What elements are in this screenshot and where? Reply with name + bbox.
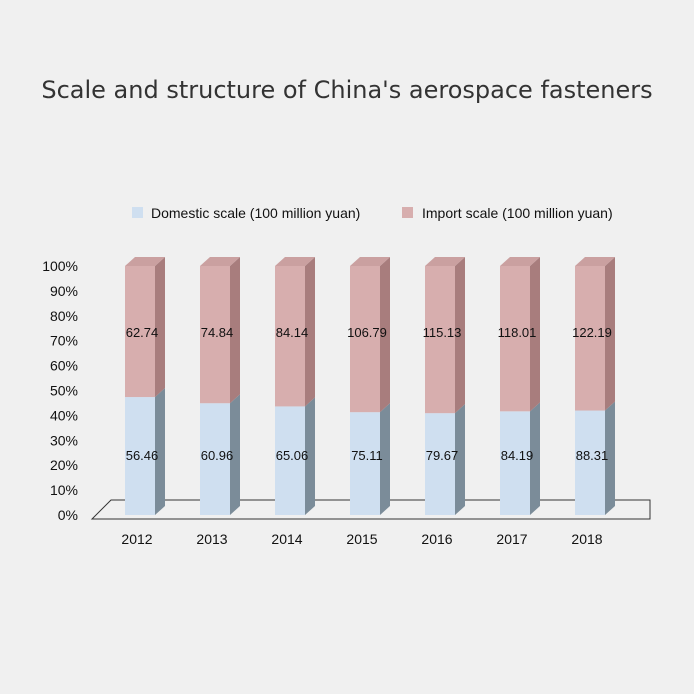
bar-domestic — [125, 397, 155, 515]
bar-domestic — [575, 410, 605, 515]
bar-import — [425, 266, 455, 414]
bar-domestic-side — [230, 394, 240, 515]
data-label-domestic: 65.06 — [276, 448, 309, 463]
data-label-domestic: 79.67 — [426, 448, 459, 463]
bar-import-top — [200, 257, 240, 266]
y-tick-label: 60% — [50, 358, 78, 374]
bar-domestic-side — [155, 388, 165, 515]
bar-import — [575, 266, 605, 411]
y-tick-label: 30% — [50, 432, 78, 448]
bar-domestic — [200, 403, 230, 515]
x-tick-label: 2017 — [496, 531, 527, 547]
bar-domestic-side — [455, 404, 465, 515]
bar-import-side — [230, 257, 240, 404]
data-label-domestic: 56.46 — [126, 448, 159, 463]
bar-domestic — [500, 411, 530, 515]
data-label-import: 118.01 — [498, 325, 537, 340]
bar-domestic-side — [530, 402, 540, 515]
bar-import-top — [350, 257, 390, 266]
x-tick-label: 2016 — [421, 531, 452, 547]
bar-domestic-side — [380, 403, 390, 515]
y-tick-label: 0% — [58, 507, 78, 523]
y-tick-label: 50% — [50, 383, 78, 399]
y-tick-label: 40% — [50, 407, 78, 423]
bar-domestic — [425, 413, 455, 515]
data-label-import: 62.74 — [126, 325, 159, 340]
bar-import-side — [605, 257, 615, 411]
x-tick-label: 2012 — [121, 531, 152, 547]
legend-swatch — [132, 207, 143, 218]
bar-import-side — [380, 257, 390, 413]
data-label-import: 122.19 — [572, 325, 612, 340]
x-tick-label: 2018 — [571, 531, 602, 547]
bar-domestic-side — [605, 401, 615, 515]
bar-domestic-side — [305, 397, 315, 515]
chart-title: Scale and structure of China's aerospace… — [41, 76, 653, 104]
y-tick-label: 100% — [42, 258, 78, 274]
bar-import-side — [455, 257, 465, 414]
bar-import — [500, 266, 530, 412]
bar-domestic — [275, 406, 305, 515]
data-label-import: 84.14 — [276, 325, 309, 340]
data-label-domestic: 75.11 — [351, 448, 383, 463]
legend-swatch — [402, 207, 413, 218]
bar-import-top — [125, 257, 165, 266]
bar-import-top — [275, 257, 315, 266]
data-label-import: 74.84 — [201, 325, 234, 340]
y-tick-label: 80% — [50, 308, 78, 324]
data-label-import: 106.79 — [347, 325, 387, 340]
x-tick-label: 2015 — [346, 531, 377, 547]
data-label-domestic: 84.19 — [501, 448, 534, 463]
bar-import-top — [425, 257, 465, 266]
legend-label: Import scale (100 million yuan) — [422, 205, 613, 221]
bar-import-side — [530, 257, 540, 412]
y-tick-label: 20% — [50, 457, 78, 473]
bar-import-top — [500, 257, 540, 266]
bar-import — [200, 266, 230, 404]
x-tick-label: 2013 — [196, 531, 227, 547]
y-tick-label: 10% — [50, 482, 78, 498]
bar-domestic — [350, 412, 380, 515]
y-tick-label: 90% — [50, 283, 78, 299]
data-label-domestic: 60.96 — [201, 448, 234, 463]
bar-import — [125, 266, 155, 398]
chart-floor — [90, 499, 651, 520]
data-label-import: 115.13 — [423, 325, 462, 340]
legend-label: Domestic scale (100 million yuan) — [151, 205, 360, 221]
x-tick-label: 2014 — [271, 531, 302, 547]
bar-import — [275, 266, 305, 407]
bar-import-side — [305, 257, 315, 407]
bar-import — [350, 266, 380, 413]
y-tick-label: 70% — [50, 333, 78, 349]
bar-import-top — [575, 257, 615, 266]
bar-import-side — [155, 257, 165, 398]
data-label-domestic: 88.31 — [576, 448, 609, 463]
